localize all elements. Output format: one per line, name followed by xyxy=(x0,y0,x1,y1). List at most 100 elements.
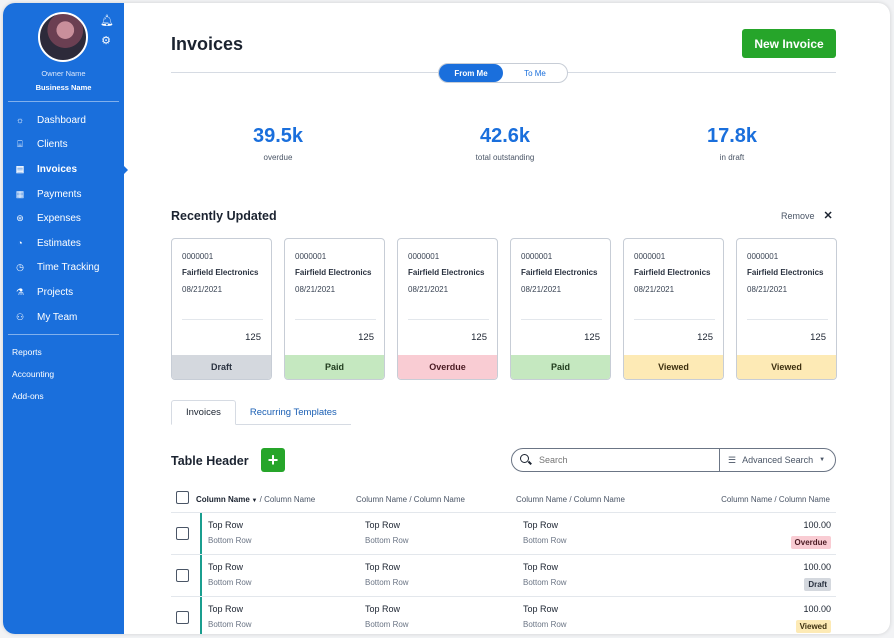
estimates-icon: ◔ xyxy=(17,238,23,249)
row-amount: 100.00 xyxy=(803,520,831,530)
sidebar-item-add-ons[interactable]: Add-ons xyxy=(12,391,44,401)
payments-icon: ▦ xyxy=(15,188,25,199)
sidebar-item-clients[interactable]: ⌸ Clients xyxy=(3,133,124,158)
card-company: Fairfield Electronics xyxy=(747,268,824,277)
card-company: Fairfield Electronics xyxy=(182,268,259,277)
card-amount: 125 xyxy=(358,332,374,343)
direction-toggle: From Me To Me xyxy=(438,63,568,83)
card-amount: 125 xyxy=(584,332,600,343)
table-row[interactable]: Top Row Bottom Row Top Row Bottom Row Top … xyxy=(171,554,836,596)
table-title: Table Header xyxy=(171,454,249,468)
invoice-card[interactable]: 0000001 Fairfield Electronics 08/21/2021… xyxy=(284,238,385,380)
stat-value: 42.6k xyxy=(479,125,531,147)
card-company: Fairfield Electronics xyxy=(295,268,372,277)
stat-label: overdue xyxy=(263,153,293,162)
tab-invoices[interactable]: Invoices xyxy=(171,400,236,425)
sidebar-item-label: Invoices xyxy=(37,163,78,175)
card-date: 08/21/2021 xyxy=(747,285,788,294)
page-title: Invoices xyxy=(171,34,244,54)
card-company: Fairfield Electronics xyxy=(634,268,711,277)
cell-bottom: Bottom Row xyxy=(208,536,252,545)
recently-updated-title: Recently Updated xyxy=(171,209,277,223)
sidebar-divider xyxy=(8,334,119,335)
sidebar-item-reports[interactable]: Reports xyxy=(12,347,42,357)
content-tabs: Invoices Recurring Templates xyxy=(171,400,351,425)
sidebar-item-dashboard[interactable]: ☼ Dashboard xyxy=(3,108,124,133)
sidebar-nav: ☼ Dashboard ⌸ Clients ▤ Invoices ▦ Payments … xyxy=(3,108,128,330)
sort-down-icon: ▼ xyxy=(249,498,258,504)
stat-label: in draft xyxy=(719,153,745,162)
cell-top: Top Row xyxy=(365,604,401,614)
column-header[interactable]: Column Name / Column Name xyxy=(721,495,830,504)
card-amount: 125 xyxy=(810,332,826,343)
remove-button[interactable]: Remove ✕ xyxy=(781,209,833,222)
row-checkbox[interactable] xyxy=(176,611,189,624)
select-all-checkbox[interactable] xyxy=(176,491,189,504)
card-date: 08/21/2021 xyxy=(634,285,675,294)
card-status: Paid xyxy=(285,355,384,379)
sidebar-item-label: Time Tracking xyxy=(37,262,100,274)
sidebar-item-invoices[interactable]: ▤ Invoices xyxy=(3,157,128,182)
card-company: Fairfield Electronics xyxy=(521,268,598,277)
invoice-card[interactable]: 0000001 Fairfield Electronics 08/21/2021… xyxy=(171,238,272,380)
toggle-to-me[interactable]: To Me xyxy=(524,68,546,78)
sidebar-subnav: Reports Accounting Add-ons xyxy=(3,341,124,407)
toggle-from-me[interactable]: From Me xyxy=(439,64,503,82)
add-row-button[interactable]: + xyxy=(261,448,285,472)
new-invoice-button[interactable]: New Invoice xyxy=(742,29,836,58)
row-accent xyxy=(200,597,202,634)
clients-icon: ⌸ xyxy=(17,139,23,150)
sidebar-item-label: Dashboard xyxy=(37,114,86,126)
cell-bottom: Bottom Row xyxy=(208,620,252,629)
cell-top: Top Row xyxy=(365,520,401,530)
row-accent xyxy=(200,555,202,596)
avatar[interactable] xyxy=(38,12,88,62)
stat-in-draft: 17.8k in draft xyxy=(657,125,807,162)
chevron-down-icon: ▼ xyxy=(819,457,826,463)
remove-label: Remove xyxy=(781,210,815,221)
sidebar-item-payments[interactable]: ▦ Payments xyxy=(3,182,124,207)
tab-recurring-templates[interactable]: Recurring Templates xyxy=(235,400,351,425)
table-row[interactable]: Top Row Bottom Row Top Row Bottom Row Top … xyxy=(171,596,836,634)
invoice-card[interactable]: 0000001 Fairfield Electronics 08/21/2021… xyxy=(510,238,611,380)
stat-label: total outstanding xyxy=(475,153,535,162)
advanced-search-dropdown[interactable]: ☰ Advanced Search ▼ xyxy=(719,449,835,471)
cell-bottom: Bottom Row xyxy=(208,578,252,587)
table-cell: Top Row Bottom Row xyxy=(208,604,252,629)
card-status: Paid xyxy=(511,355,610,379)
table-cell: Top Row Bottom Row xyxy=(365,562,409,587)
sidebar-item-label: Estimates xyxy=(37,237,81,249)
column-header[interactable]: Column Name ▼ / Column Name xyxy=(196,495,315,504)
sidebar-item-label: Expenses xyxy=(37,213,81,225)
row-checkbox[interactable] xyxy=(176,569,189,582)
sidebar-item-my-team[interactable]: ⚇ My Team xyxy=(3,305,124,330)
invoice-card[interactable]: 0000001 Fairfield Electronics 08/21/2021… xyxy=(623,238,724,380)
sidebar-divider xyxy=(8,101,119,102)
row-amount: 100.00 xyxy=(803,562,831,572)
column-header[interactable]: Column Name / Column Name xyxy=(356,495,465,504)
card-company: Fairfield Electronics xyxy=(408,268,485,277)
table-row[interactable]: Top Row Bottom Row Top Row Bottom Row Top … xyxy=(171,512,836,554)
cell-top: Top Row xyxy=(208,520,244,530)
stat-value: 39.5k xyxy=(252,125,304,147)
table-cell: Top Row Bottom Row xyxy=(365,520,409,545)
invoice-card[interactable]: 0000001 Fairfield Electronics 08/21/2021… xyxy=(736,238,837,380)
sidebar-item-time-tracking[interactable]: ◷ Time Tracking xyxy=(3,256,124,281)
invoice-card[interactable]: 0000001 Fairfield Electronics 08/21/2021… xyxy=(397,238,498,380)
cell-top: Top Row xyxy=(208,604,244,614)
sidebar-item-accounting[interactable]: Accounting xyxy=(12,369,55,379)
column-header[interactable]: Column Name / Column Name xyxy=(516,495,625,504)
sidebar-item-expenses[interactable]: ⊛ Expenses xyxy=(3,206,124,231)
sidebar-item-estimates[interactable]: ◔ Estimates xyxy=(3,231,124,256)
sidebar-item-label: My Team xyxy=(37,311,78,323)
sidebar-item-label: Clients xyxy=(37,139,68,151)
table-cell: Top Row Bottom Row xyxy=(523,520,567,545)
row-checkbox[interactable] xyxy=(176,527,189,540)
dashboard-icon: ☼ xyxy=(15,115,25,126)
sidebar-item-projects[interactable]: ⚗ Projects xyxy=(3,280,124,305)
card-amount: 125 xyxy=(471,332,487,343)
gear-icon[interactable]: ⚙ xyxy=(101,35,111,47)
search-input[interactable] xyxy=(539,455,704,465)
bell-icon[interactable]: 🔔︎ xyxy=(100,15,114,27)
close-icon[interactable]: ✕ xyxy=(823,210,833,222)
